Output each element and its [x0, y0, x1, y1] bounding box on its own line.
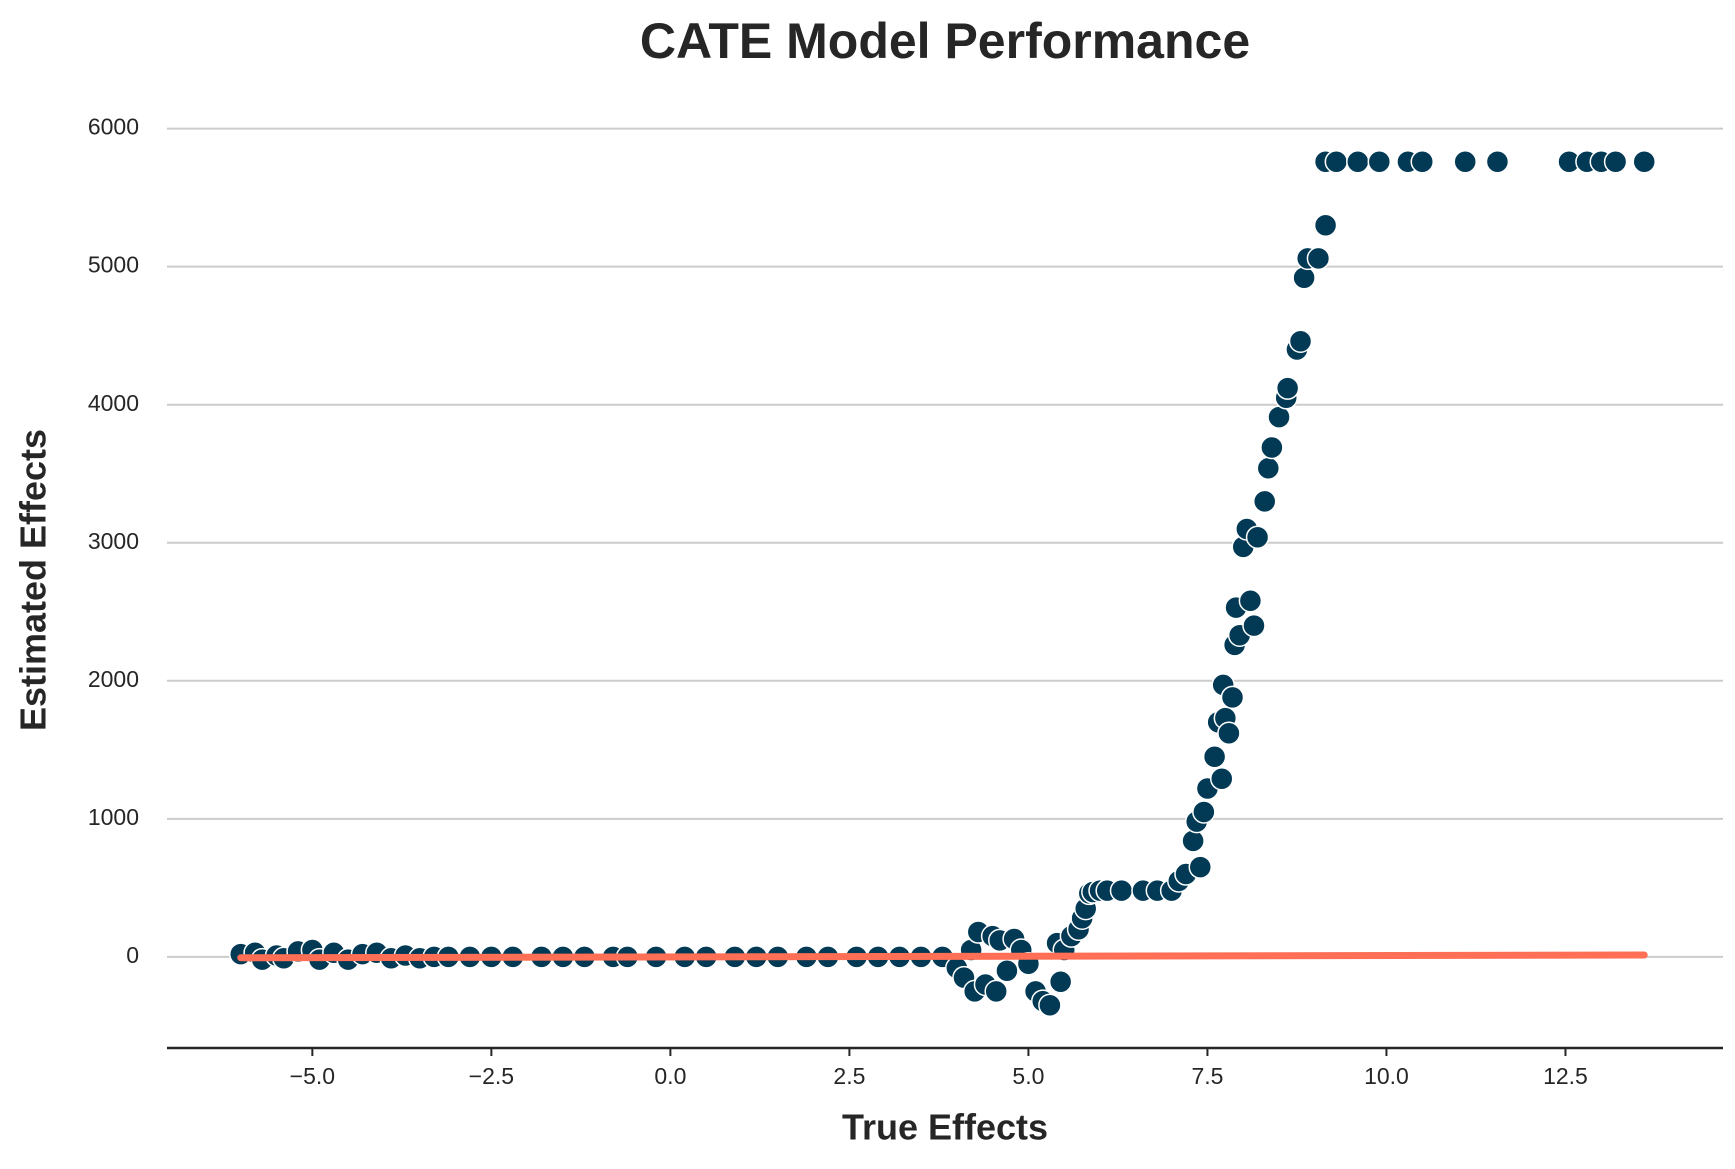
point — [1245, 525, 1270, 549]
reference-line — [237, 951, 1648, 962]
point — [1260, 435, 1284, 460]
point — [984, 979, 1008, 1004]
x-tick-label: 12.5 — [1543, 1063, 1588, 1089]
point — [1252, 489, 1277, 514]
point — [1603, 149, 1628, 174]
y-tick-label: 4000 — [88, 390, 139, 416]
point — [1453, 149, 1477, 174]
point — [1217, 721, 1241, 746]
point — [1109, 878, 1134, 903]
point — [1485, 149, 1510, 174]
x-tick-label: −5.0 — [290, 1063, 335, 1089]
y-tick-label: 5000 — [88, 252, 139, 278]
x-tick-label: 0.0 — [654, 1063, 686, 1089]
point — [1220, 685, 1245, 710]
point — [1275, 376, 1300, 400]
point — [1306, 246, 1331, 271]
point — [1410, 149, 1435, 174]
point — [1367, 149, 1392, 174]
point — [1313, 213, 1338, 237]
point — [1256, 456, 1281, 480]
point — [1238, 588, 1263, 613]
point — [1188, 855, 1213, 879]
chart-title: CATE Model Performance — [640, 13, 1250, 69]
point — [1202, 744, 1227, 769]
point — [1632, 149, 1656, 174]
point — [1324, 149, 1349, 174]
x-tick-label: 10.0 — [1364, 1063, 1409, 1089]
y-tick-label: 0 — [126, 942, 139, 968]
point — [1346, 149, 1370, 174]
x-axis-title: True Effects — [842, 1107, 1048, 1148]
point — [1292, 265, 1316, 290]
point — [1210, 767, 1234, 791]
y-tick-label: 2000 — [88, 666, 139, 692]
x-tick-label: 7.5 — [1191, 1063, 1223, 1089]
point — [1288, 329, 1313, 353]
point — [1181, 829, 1205, 853]
point — [995, 958, 1019, 983]
y-tick-label: 3000 — [88, 528, 139, 554]
x-tick-label: 5.0 — [1012, 1063, 1044, 1089]
y-tick-label: 1000 — [88, 804, 139, 830]
x-tick-label: −2.5 — [469, 1063, 514, 1089]
y-axis-title: Estimated Effects — [13, 429, 54, 731]
point — [1048, 969, 1073, 994]
point — [1242, 613, 1266, 638]
y-tick-label: 6000 — [88, 114, 139, 140]
x-tick-label: 2.5 — [833, 1063, 865, 1089]
point — [1038, 993, 1062, 1017]
point — [1192, 800, 1216, 824]
